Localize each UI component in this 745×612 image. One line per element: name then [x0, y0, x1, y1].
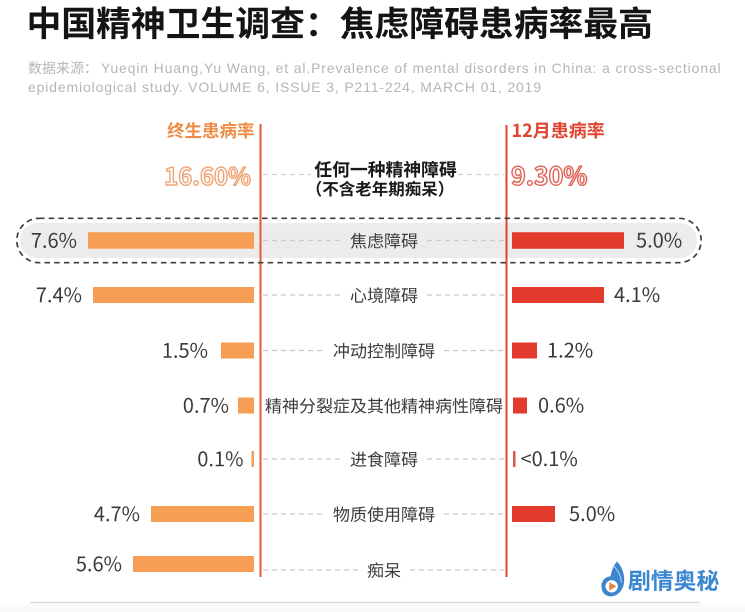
svg-text:Yueqin Huang,Yu Wang, et al.Pr: Yueqin Huang,Yu Wang, et al.Prevalence o…: [101, 60, 721, 76]
svg-text:epidemiological study. VOLUME: epidemiological study. VOLUME 6, ISSUE 3…: [28, 79, 542, 95]
